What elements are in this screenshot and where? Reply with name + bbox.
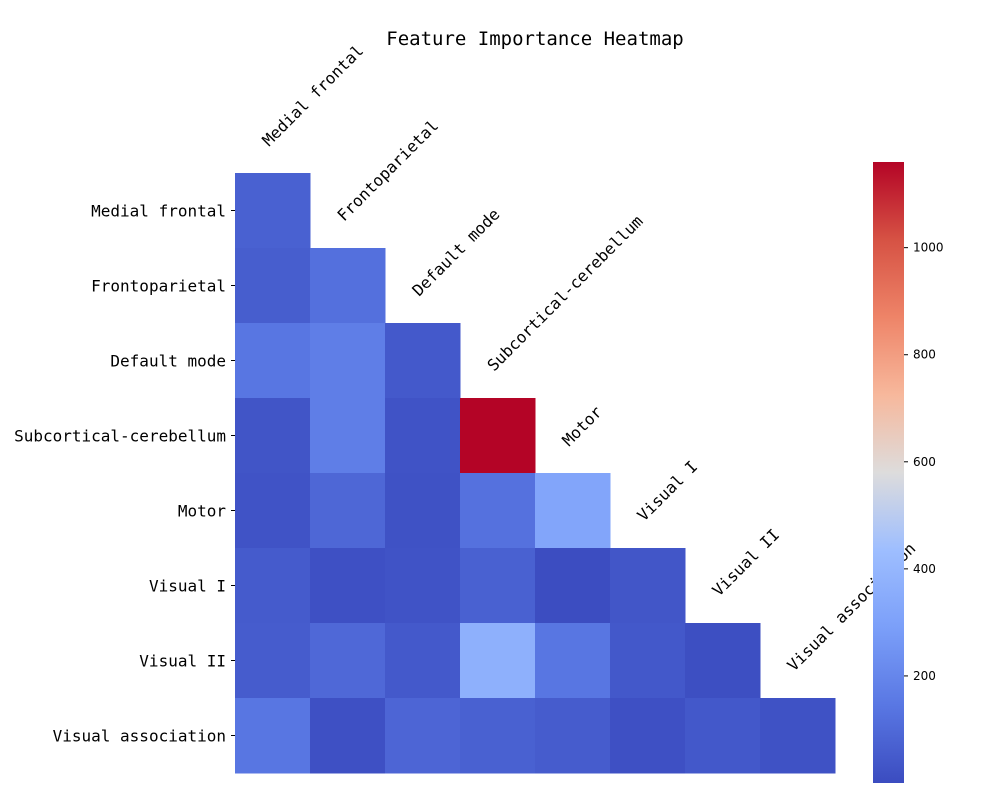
row-label: Visual II <box>139 652 226 671</box>
heatmap-cell <box>235 698 311 774</box>
colorbar: 200 400 600 800 1000 <box>873 162 944 783</box>
column-label: Medial frontal <box>258 41 367 150</box>
colorbar-tick-label: 400 <box>913 562 936 576</box>
heatmap-cell <box>460 398 536 474</box>
heatmap-cell <box>610 548 686 624</box>
heatmap-cell <box>385 548 461 624</box>
row-label: Visual association <box>53 727 226 746</box>
row-label: Frontoparietal <box>91 277 226 296</box>
heatmap-cell <box>610 623 686 699</box>
heatmap-cell <box>310 248 386 324</box>
heatmap-cell <box>535 698 611 774</box>
column-label: Subcortical-cerebellum <box>483 212 646 375</box>
heatmap-cell <box>310 698 386 774</box>
heatmap-cell <box>685 698 761 774</box>
heatmap-cell <box>460 548 536 624</box>
heatmap-cell <box>535 548 611 624</box>
heatmap-cell <box>235 473 311 549</box>
heatmap-cell <box>385 323 461 399</box>
colorbar-tick-label: 200 <box>913 669 936 683</box>
column-label: Visual II <box>708 525 783 600</box>
row-label: Visual I <box>149 577 226 596</box>
colorbar-tick-label: 800 <box>913 348 936 362</box>
heatmap-cell <box>385 623 461 699</box>
heatmap-cell <box>235 173 311 249</box>
column-label: Default mode <box>408 205 503 300</box>
heatmap-cell <box>235 398 311 474</box>
heatmap-cell <box>310 548 386 624</box>
heatmap-cell <box>460 473 536 549</box>
heatmap-cell <box>235 323 311 399</box>
column-label: Motor <box>558 402 606 450</box>
heatmap-cell <box>310 323 386 399</box>
heatmap-cell <box>385 473 461 549</box>
heatmap-cell <box>460 623 536 699</box>
heatmap-cell <box>310 398 386 474</box>
colorbar-tick-label: 1000 <box>913 241 944 255</box>
heatmap-cells <box>235 173 836 774</box>
chart-title: Feature Importance Heatmap <box>386 28 683 50</box>
row-label: Default mode <box>110 352 226 371</box>
heatmap-cell <box>535 623 611 699</box>
row-label: Medial frontal <box>91 202 226 221</box>
heatmap-cell <box>535 473 611 549</box>
row-labels: Medial frontal Frontoparietal Default mode… <box>14 202 235 746</box>
heatmap-cell <box>235 623 311 699</box>
heatmap-cell <box>610 698 686 774</box>
heatmap-cell <box>460 698 536 774</box>
heatmap-cell <box>310 473 386 549</box>
column-label: Visual I <box>633 457 701 525</box>
heatmap-cell <box>385 698 461 774</box>
colorbar-tick-label: 600 <box>913 455 936 469</box>
row-label: Subcortical-cerebellum <box>14 427 226 446</box>
heatmap-cell <box>235 548 311 624</box>
heatmap-cell <box>685 623 761 699</box>
column-label: Frontoparietal <box>333 116 442 225</box>
heatmap-cell <box>760 698 836 774</box>
colorbar-gradient <box>873 162 904 783</box>
heatmap-cell <box>310 623 386 699</box>
heatmap-cell <box>235 248 311 324</box>
heatmap-cell <box>385 398 461 474</box>
row-label: Motor <box>178 502 227 521</box>
